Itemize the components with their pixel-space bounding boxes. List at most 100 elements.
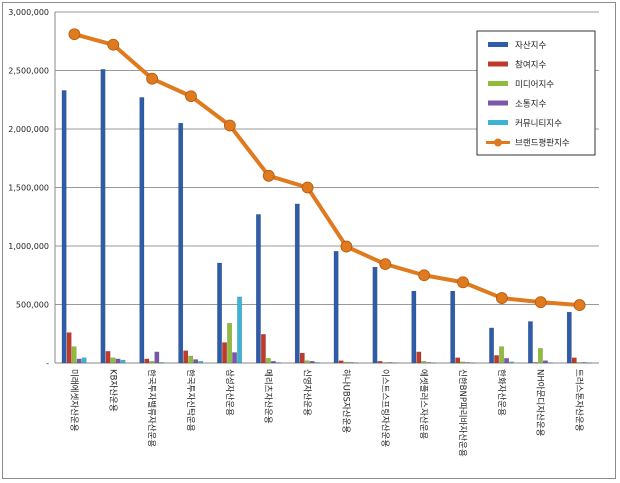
bar [372, 266, 378, 364]
brand-index-point [495, 292, 508, 304]
bar [115, 358, 121, 364]
legend-label: 소통지수 [515, 100, 546, 110]
bar [528, 321, 533, 364]
brand-index-line [73, 32, 580, 308]
bar [489, 327, 494, 364]
bar [460, 361, 466, 364]
legend-swatch [488, 120, 508, 125]
bar [61, 90, 67, 364]
bar [455, 357, 461, 364]
bar [387, 362, 393, 364]
bar [416, 351, 422, 364]
bar [333, 251, 339, 364]
brand-index-point [340, 240, 353, 253]
brand-index-point [68, 28, 81, 41]
y-tick-label: 2,500,000 [8, 67, 49, 76]
line-series [68, 28, 586, 311]
bar [353, 362, 359, 364]
brand-index-point [301, 181, 314, 194]
bar [571, 357, 577, 364]
bar [276, 362, 281, 364]
bar [100, 69, 106, 364]
x-tick-label: 신영자산운용 [302, 369, 313, 416]
x-tick-label: 하나UBS자산운용 [340, 369, 351, 433]
legend-swatch [488, 100, 508, 106]
x-tick-label: 한국투자신탁운용 [185, 369, 196, 432]
bar [193, 359, 199, 364]
bar [222, 342, 227, 364]
brand-reputation-chart: - 500,000 1,000,000 1,500,000 2,000,000 2,500… [8, 8, 599, 457]
bar [411, 290, 417, 364]
bar [377, 361, 383, 364]
legend-swatch-marker [494, 138, 502, 147]
bar [504, 358, 509, 364]
bar [149, 361, 155, 364]
legend-box [476, 30, 596, 156]
bar [338, 360, 344, 364]
bars [61, 69, 592, 364]
bar [183, 350, 189, 364]
brand-index-point [185, 90, 197, 103]
brand-index-point [146, 72, 159, 85]
bar [465, 362, 471, 364]
bar [144, 358, 150, 364]
legend-label: 자산지수 [515, 40, 546, 51]
x-tick-label: 트러스톤자산운용 [574, 369, 585, 432]
brand-index-point [534, 296, 547, 309]
x-axis: 미래에셋자산운용 KB자산운용 한국투자밸류자산운용 한국투자신탁운용 삼성자산운용 메리… [68, 369, 584, 457]
bar [470, 362, 476, 364]
x-tick-label: 이스트스프링자산운용 [379, 369, 390, 447]
legend-label: 참여지수 [515, 60, 546, 71]
bar [261, 334, 266, 364]
bar [450, 290, 456, 364]
brand-index-point [418, 269, 431, 282]
bar [304, 360, 310, 364]
legend-label: 커뮤니티지수 [515, 118, 562, 129]
bar [382, 362, 388, 364]
bar [120, 359, 126, 364]
bar [66, 332, 72, 364]
bar [139, 97, 145, 364]
bar [110, 357, 116, 364]
bar [159, 362, 165, 364]
legend-label: 미디어지수 [515, 79, 554, 90]
x-tick-label: NH아문디자산운용 [535, 369, 546, 437]
bar [538, 348, 543, 364]
y-tick-label: 1,500,000 [8, 184, 49, 193]
bar [348, 362, 354, 364]
x-tick-label: 미래에셋자산운용 [68, 369, 79, 432]
bar [299, 352, 305, 364]
bar [154, 351, 160, 364]
bar [198, 361, 204, 364]
bar [543, 360, 548, 364]
brand-index-point [379, 258, 392, 271]
brand-index-point [457, 276, 469, 289]
brand-index-point [573, 299, 586, 311]
bar [237, 296, 242, 364]
x-tick-label: 메리츠자산운용 [263, 369, 274, 424]
y-tick-label: 3,000,000 [8, 8, 49, 17]
legend-swatch [488, 42, 508, 47]
x-tick-label: KB자산운용 [107, 369, 118, 412]
bar [266, 358, 271, 364]
legend-swatch [488, 61, 508, 67]
bar [581, 362, 587, 364]
y-tick-label: 1,000,000 [8, 242, 49, 251]
bar [71, 346, 77, 364]
x-tick-label: 한화자산운용 [496, 369, 507, 416]
x-tick-label: 한국투자밸류자산운용 [146, 369, 157, 447]
bar [576, 362, 582, 364]
brand-index-point [223, 119, 236, 132]
bar [294, 203, 300, 364]
legend-swatch [488, 81, 508, 86]
bar [256, 214, 261, 364]
bar [548, 362, 553, 364]
bar [426, 362, 432, 364]
bar [586, 362, 592, 364]
y-tick-label: 500,000 [16, 301, 49, 310]
bar [271, 361, 276, 364]
bar [105, 351, 111, 364]
bar [314, 362, 320, 364]
x-tick-label: 삼성자산운용 [224, 369, 235, 416]
